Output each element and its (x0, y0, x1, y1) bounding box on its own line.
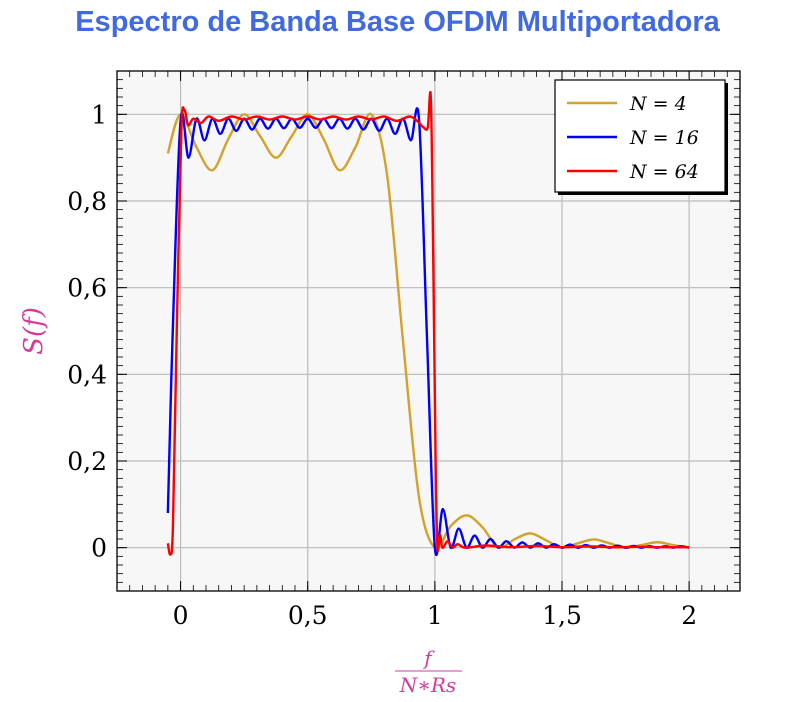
series-line-n64 (166, 91, 690, 556)
y-tick-label: 0,8 (67, 187, 107, 216)
legend: N = 4 N = 16 N = 64 (554, 79, 728, 195)
x-tick-label: 0 (173, 601, 189, 630)
legend-entry-label: N = 64 (629, 161, 699, 183)
y-tick-label: 0,4 (67, 360, 107, 389)
y-tick-label: 0,2 (67, 447, 107, 476)
chart-title: Espectro de Banda Base OFDM Multiportado… (75, 6, 720, 38)
x-tick-label: 2 (681, 601, 697, 630)
legend-entry-label: N = 16 (629, 127, 699, 149)
series-line-n4 (166, 112, 690, 550)
x-tick-label: 1 (427, 601, 443, 630)
x-tick-label: 1,5 (542, 601, 582, 630)
legend-entry-label: N = 4 (629, 93, 687, 115)
x-axis-label-numerator: f (422, 646, 435, 670)
series-lines (166, 91, 690, 556)
y-tick-label: 0 (91, 534, 107, 563)
x-tick-label: 0,5 (288, 601, 328, 630)
y-axis-label: S(f) (19, 307, 49, 355)
y-tick-label: 1 (91, 100, 107, 129)
plot-frame (116, 70, 741, 592)
y-tick-label: 0,6 (67, 274, 107, 303)
x-axis-label-denominator: N∗Rs (399, 673, 456, 697)
tick-labels: 0 0,5 1 1,5 2 0 0,2 0,4 0,6 0,8 1 (67, 100, 697, 630)
